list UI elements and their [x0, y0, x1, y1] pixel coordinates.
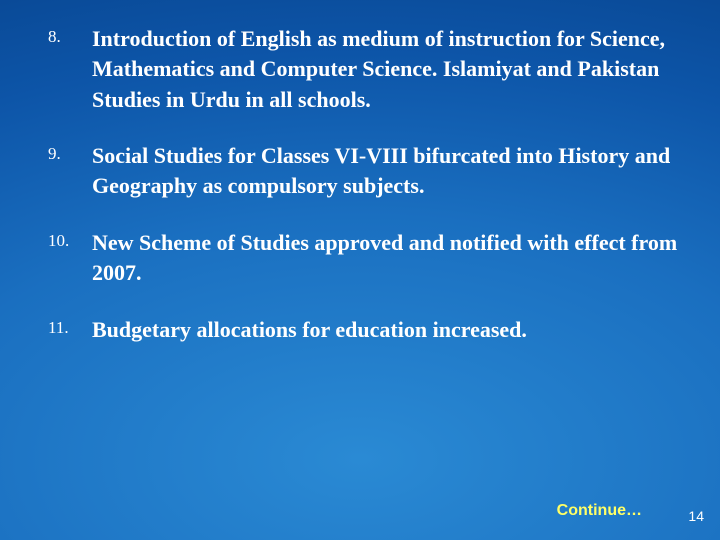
item-number: 8. — [48, 24, 92, 115]
item-number: 10. — [48, 228, 92, 289]
item-number: 9. — [48, 141, 92, 202]
continue-label: Continue… — [557, 502, 642, 520]
item-text: Social Studies for Classes VI-VIII bifur… — [92, 141, 680, 202]
item-number: 11. — [48, 315, 92, 345]
item-text: Budgetary allocations for education incr… — [92, 315, 680, 345]
item-text: Introduction of English as medium of ins… — [92, 24, 680, 115]
list-item: 8. Introduction of English as medium of … — [48, 24, 680, 115]
page-number: 14 — [688, 508, 704, 524]
list-item: 9. Social Studies for Classes VI-VIII bi… — [48, 141, 680, 202]
item-text: New Scheme of Studies approved and notif… — [92, 228, 680, 289]
list-item: 10. New Scheme of Studies approved and n… — [48, 228, 680, 289]
slide-content: 8. Introduction of English as medium of … — [0, 0, 720, 345]
list-item: 11. Budgetary allocations for education … — [48, 315, 680, 345]
